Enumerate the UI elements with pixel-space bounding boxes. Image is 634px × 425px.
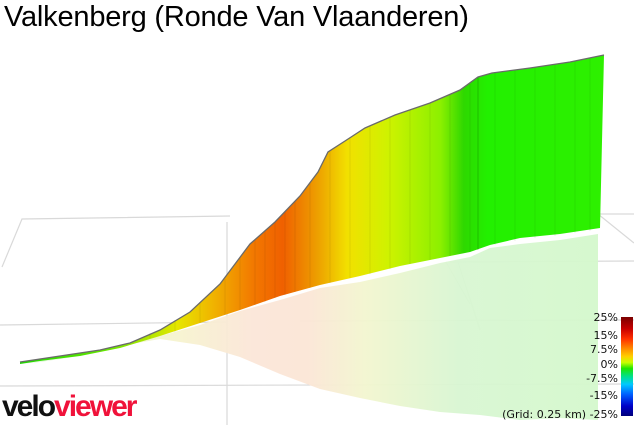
legend-label-neg-25-grid: (Grid: 0.25 km) -25% <box>502 408 618 421</box>
legend-label-25: 25% <box>593 311 618 324</box>
page-title: Valkenberg (Ronde Van Vlaanderen) <box>4 1 469 33</box>
logo-velo: velo <box>2 390 56 423</box>
legend-label-0: 0% <box>600 358 618 371</box>
legend-label-15: 15% <box>593 329 618 342</box>
profile-reflection <box>20 234 598 420</box>
logo-viewer: viewer <box>54 390 137 423</box>
profile-top-edge <box>19 54 605 363</box>
veloviewer-logo: veloviewer <box>2 390 137 423</box>
legend-label-neg-15: -15% <box>589 389 618 402</box>
legend-label-7-5: 7.5% <box>590 343 618 356</box>
gradient-segments <box>149 58 591 338</box>
profile-wall <box>20 55 604 364</box>
legend-label-neg-7-5: -7.5% <box>586 372 618 385</box>
gradient-colorbar <box>621 317 633 416</box>
